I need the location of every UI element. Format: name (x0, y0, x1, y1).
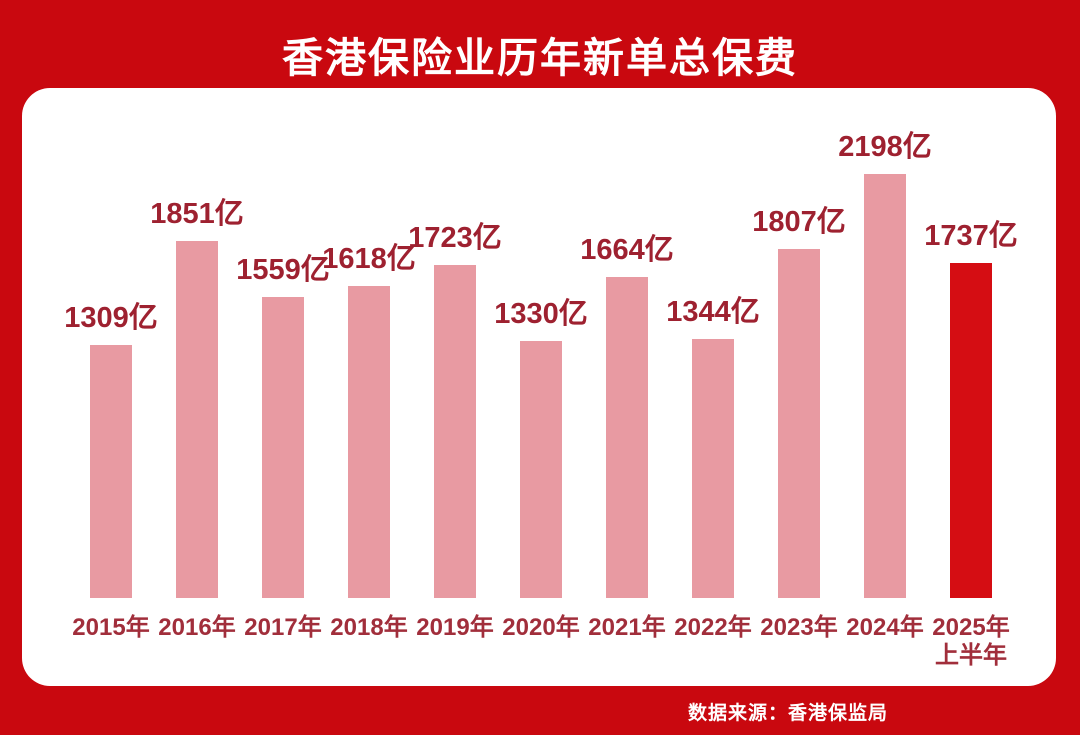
bar-value-label-2024年: 2198亿 (838, 131, 932, 163)
bar-value-label-2025年上半年: 1737亿 (924, 220, 1018, 252)
bar-value-label-2021年: 1664亿 (580, 234, 674, 266)
bar-stack-2021年: 1664亿 (580, 88, 674, 598)
bar-stack-2025年上半年: 1737亿 (924, 88, 1018, 598)
bar-stack-2019年: 1723亿 (408, 88, 502, 598)
bar-stack-2018年: 1618亿 (322, 88, 416, 598)
bar-group-2017年: 1559亿 2017年 (236, 88, 330, 669)
x-axis-label-2021年: 2021年 (588, 614, 666, 641)
bar-value-label-2018年: 1618亿 (322, 243, 416, 275)
bar-value-label-2015年: 1309亿 (64, 302, 158, 334)
bar-value-label-2023年: 1807亿 (752, 206, 846, 238)
chart-card: 1309亿 2015年 1851亿 2016年 1559亿 2017年 1618亿 2018年… (22, 88, 1056, 686)
x-axis-label-2015年: 2015年 (72, 614, 150, 641)
x-axis-label-2020年: 2020年 (502, 614, 580, 641)
bar-2023年 (778, 249, 820, 598)
bar-2015年 (90, 345, 132, 598)
bar-group-2018年: 1618亿 2018年 (322, 88, 416, 669)
bar-group-2024年: 2198亿 2024年 (838, 88, 932, 669)
x-axis-label-2016年: 2016年 (158, 614, 236, 641)
x-axis-label-2017年: 2017年 (244, 614, 322, 641)
x-axis-label-2019年: 2019年 (416, 614, 494, 641)
chart-title: 香港保险业历年新单总保费 (282, 35, 798, 81)
bar-value-label-2017年: 1559亿 (236, 254, 330, 286)
bar-value-label-2020年: 1330亿 (494, 298, 588, 330)
bar-stack-2023年: 1807亿 (752, 88, 846, 598)
bar-group-2020年: 1330亿 2020年 (494, 88, 588, 669)
bar-2025年上半年 (950, 263, 992, 598)
bar-2017年 (262, 297, 304, 598)
bar-stack-2015年: 1309亿 (64, 88, 158, 598)
bar-group-2025年上半年: 1737亿 2025年 上半年 (924, 88, 1018, 669)
bar-stack-2020年: 1330亿 (494, 88, 588, 598)
bar-group-2019年: 1723亿 2019年 (408, 88, 502, 669)
bar-stack-2017年: 1559亿 (236, 88, 330, 598)
bar-group-2016年: 1851亿 2016年 (150, 88, 244, 669)
x-axis-label-2025年上半年: 2025年 上半年 (932, 614, 1010, 669)
bar-stack-2024年: 2198亿 (838, 88, 932, 598)
data-source-label: 数据来源：香港保监局 (687, 703, 888, 724)
bar-2019年 (434, 265, 476, 598)
bar-stack-2022年: 1344亿 (666, 88, 760, 598)
bar-stack-2016年: 1851亿 (150, 88, 244, 598)
bar-chart: 1309亿 2015年 1851亿 2016年 1559亿 2017年 1618亿 2018年… (22, 88, 1056, 669)
x-axis-label-2018年: 2018年 (330, 614, 408, 641)
bar-group-2021年: 1664亿 2021年 (580, 88, 674, 669)
bar-group-2023年: 1807亿 2023年 (752, 88, 846, 669)
bar-2021年 (606, 277, 648, 598)
bar-2024年 (864, 174, 906, 598)
x-axis-label-2023年: 2023年 (760, 614, 838, 641)
bar-2022年 (692, 339, 734, 598)
bar-group-2015年: 1309亿 2015年 (64, 88, 158, 669)
bar-value-label-2016年: 1851亿 (150, 198, 244, 230)
x-axis-label-2022年: 2022年 (674, 614, 752, 641)
x-axis-label-2024年: 2024年 (846, 614, 924, 641)
bar-group-2022年: 1344亿 2022年 (666, 88, 760, 669)
bar-2020年 (520, 341, 562, 598)
bar-value-label-2019年: 1723亿 (408, 222, 502, 254)
bar-2018年 (348, 286, 390, 598)
bar-2016年 (176, 241, 218, 598)
bar-value-label-2022年: 1344亿 (666, 296, 760, 328)
